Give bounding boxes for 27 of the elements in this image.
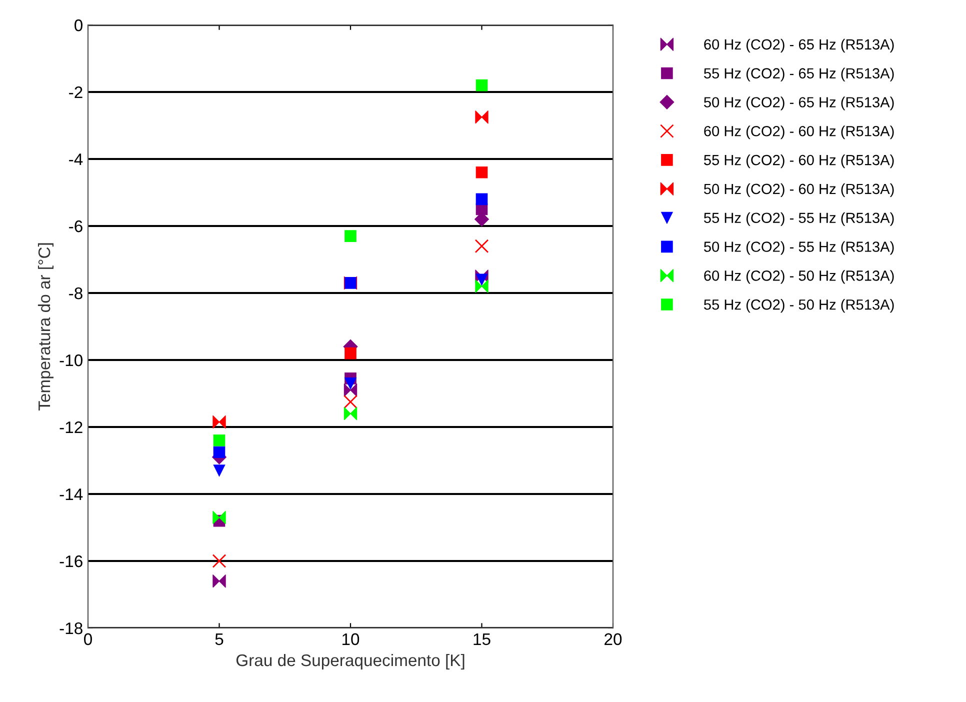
legend-label: 55 Hz (CO2) - 65 Hz (R513A) (704, 68, 894, 82)
x-axis-title: Grau de Superaquecimento [K] (236, 654, 464, 670)
y-tick-label: -16 (60, 555, 82, 568)
y-tick-label: -18 (60, 622, 82, 634)
y-axis-title: Temperatura do ar [°C] (38, 243, 54, 410)
x-tick-label: 5 (215, 633, 224, 646)
x-tick-label: 0 (84, 633, 92, 646)
legend-label: 60 Hz (CO2) - 50 Hz (R513A) (704, 270, 894, 284)
legend-label: 60 Hz (CO2) - 60 Hz (R513A) (704, 126, 894, 140)
legend-label: 50 Hz (CO2) - 55 Hz (R513A) (704, 241, 894, 255)
y-tick-label: -2 (69, 86, 82, 98)
x-tick-label: 20 (604, 633, 622, 646)
legend-label: 55 Hz (CO2) - 60 Hz (R513A) (704, 154, 894, 168)
x-tick-label: 10 (342, 633, 360, 646)
legend-label: 60 Hz (CO2) - 65 Hz (R513A) (704, 38, 894, 52)
y-tick-label: -8 (69, 287, 82, 300)
legend-label: 50 Hz (CO2) - 60 Hz (R513A) (704, 183, 894, 197)
y-tick-label: -6 (69, 220, 82, 232)
y-tick-label: -14 (60, 488, 83, 500)
y-tick-label: -4 (69, 154, 83, 166)
y-tick-label: 0 (74, 19, 82, 32)
legend-label: 55 Hz (CO2) - 50 Hz (R513A) (704, 299, 894, 313)
legend-label: 55 Hz (CO2) - 55 Hz (R513A) (704, 212, 894, 226)
legend-label: 50 Hz (CO2) - 65 Hz (R513A) (704, 96, 894, 110)
x-tick-label: 15 (474, 633, 490, 646)
y-tick-label: -10 (60, 354, 82, 366)
y-tick-label: -12 (60, 421, 82, 434)
